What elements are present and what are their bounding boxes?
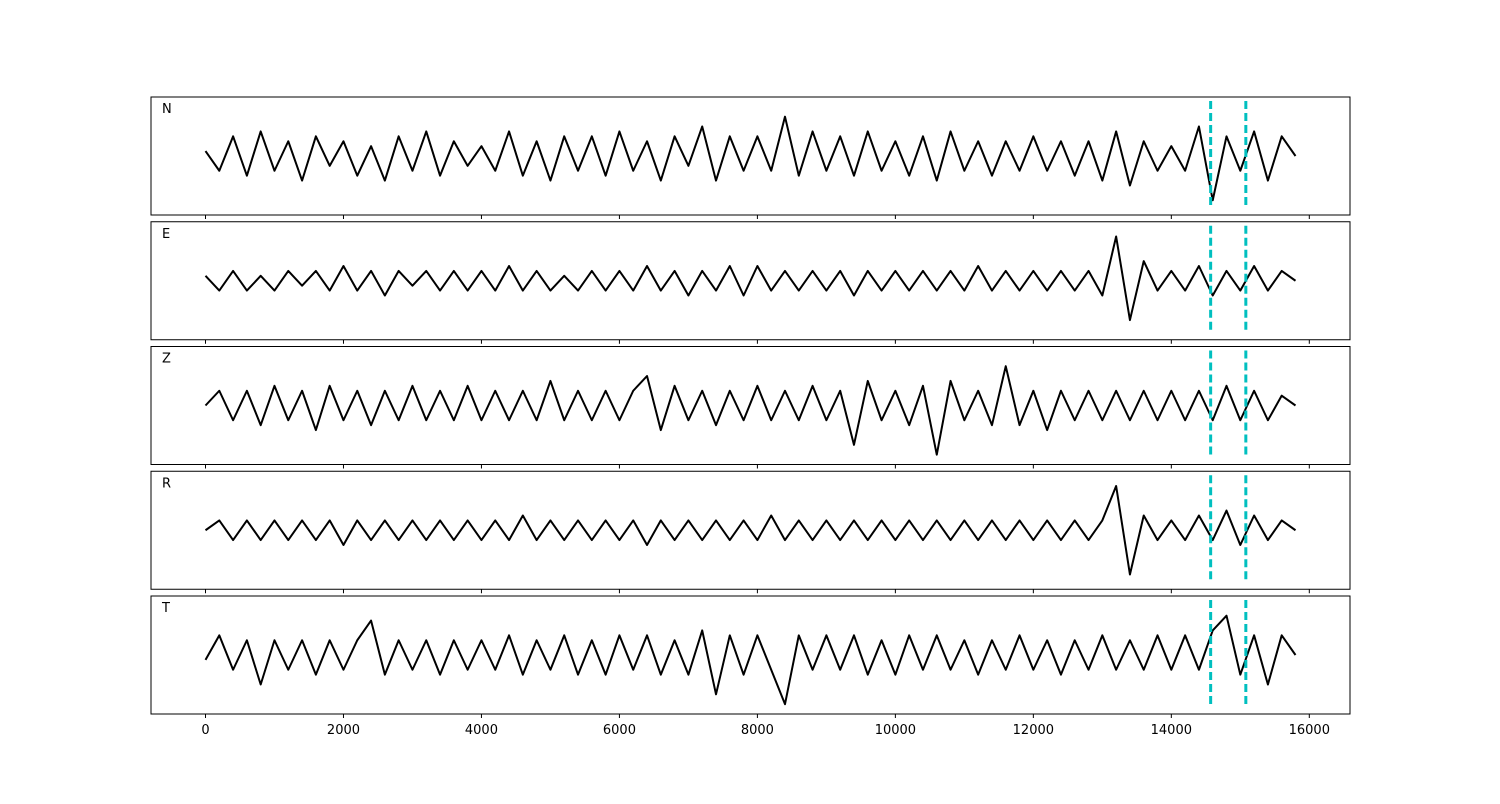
panel-label: R	[162, 476, 171, 491]
panel-label: Z	[162, 352, 171, 367]
trace	[204, 115, 1297, 202]
x-tick-label: 16000	[1289, 723, 1330, 738]
trace	[204, 485, 1297, 576]
x-tick-label: 6000	[603, 723, 636, 738]
trace	[204, 235, 1297, 322]
x-tick-label: 14000	[1151, 723, 1192, 738]
x-tick-label: 2000	[327, 723, 360, 738]
panel-label: E	[162, 227, 170, 242]
panel-label: T	[161, 601, 170, 616]
x-tick-label: 4000	[465, 723, 498, 738]
x-tick-label: 0	[201, 723, 209, 738]
trace	[204, 365, 1297, 456]
trace	[204, 614, 1297, 706]
x-tick-label: 10000	[875, 723, 916, 738]
panel-label: N	[162, 102, 172, 117]
x-tick-label: 8000	[741, 723, 774, 738]
x-tick-label: 12000	[1013, 723, 1054, 738]
